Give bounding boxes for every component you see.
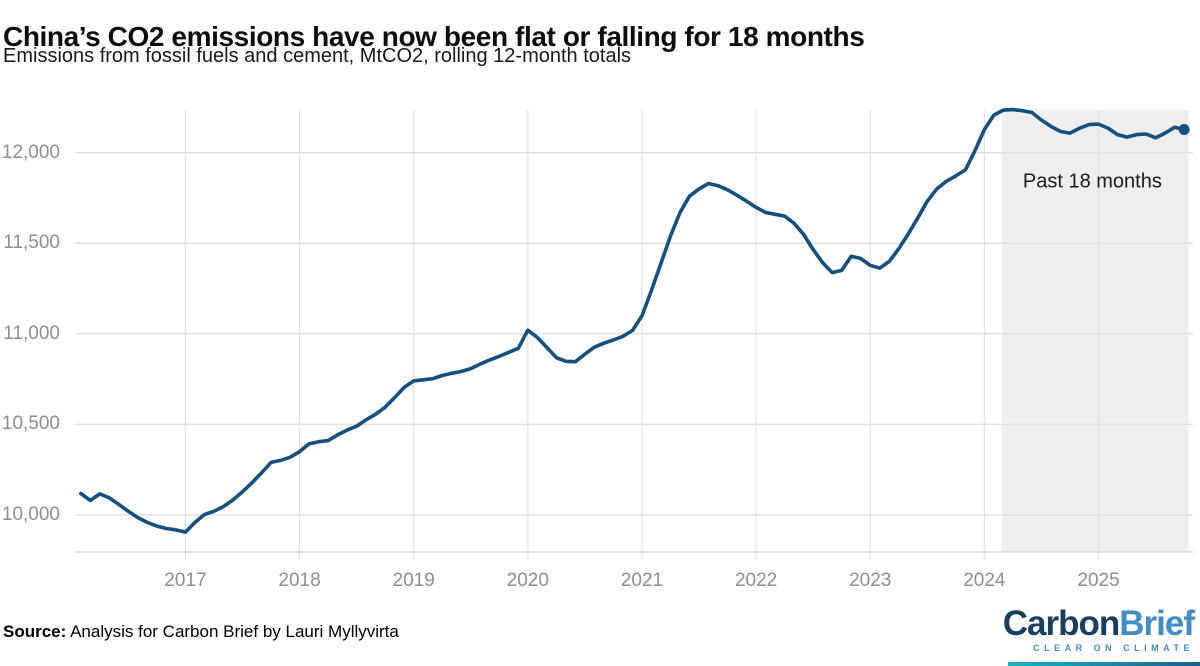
latest-value-marker [1178, 124, 1190, 136]
chart-title: China’s CO2 emissions have now been flat… [3, 20, 865, 52]
x-tick-label: 2017 [164, 570, 207, 591]
x-tick-label: 2021 [620, 570, 664, 591]
source-label: Source: [3, 622, 67, 641]
y-tick-label: 10,500 [1, 413, 60, 435]
emissions-line [79, 107, 1186, 534]
carbonbrief-logo: CarbonBrief CLEAR ON CLIMATE [1002, 604, 1195, 653]
chart-subtitle: Emissions from fossil fuels and cement, … [3, 45, 632, 67]
x-tick-label: 2019 [392, 570, 435, 591]
logo-accent-bar [1008, 662, 1200, 666]
past-18-months-annotation: Past 18 months [1022, 170, 1162, 193]
highlight-region [1002, 110, 1189, 552]
logo-word-carbon: Carbon [1002, 604, 1120, 643]
x-tick-label: 2024 [963, 570, 1006, 591]
y-tick-label: 11,000 [3, 322, 60, 344]
x-tick-label: 2022 [734, 570, 778, 591]
source-text: Analysis for Carbon Brief by Lauri Mylly… [66, 622, 399, 641]
x-tick-label: 2025 [1077, 570, 1120, 591]
x-tick-label: 2020 [506, 570, 549, 591]
logo-word-brief: Brief [1119, 604, 1195, 643]
y-tick-label: 12,000 [1, 141, 60, 163]
logo-tagline: CLEAR ON CLIMATE [1033, 643, 1194, 653]
y-tick-label: 11,500 [3, 232, 60, 254]
source-note: Source: Analysis for Carbon Brief by Lau… [3, 622, 399, 642]
y-tick-label: 10,000 [1, 503, 60, 525]
x-tick-label: 2023 [849, 570, 892, 591]
x-tick-label: 2018 [278, 570, 321, 591]
